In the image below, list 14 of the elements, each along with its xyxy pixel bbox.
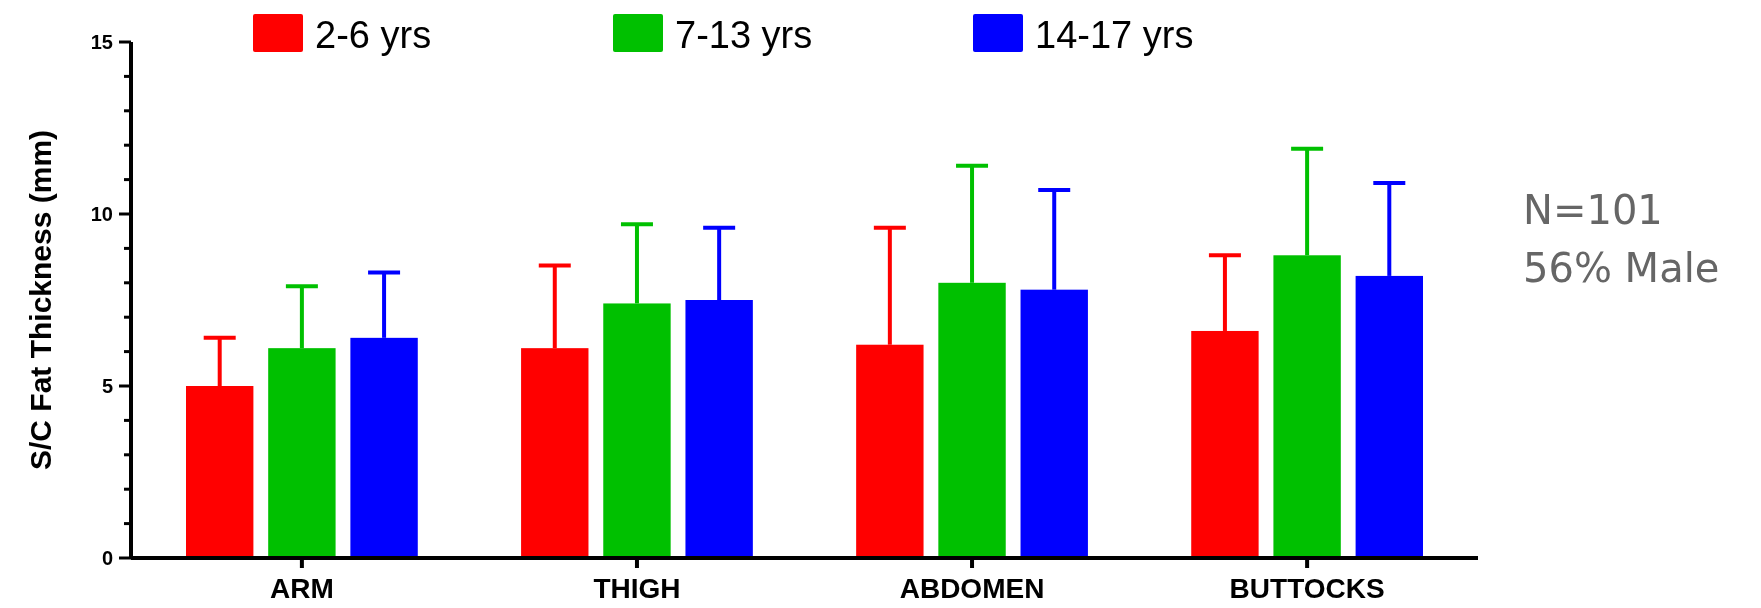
text: N=101 <box>1523 187 1663 233</box>
x-tick-label: ARM <box>270 573 334 604</box>
legend-label: 14-17 yrs <box>1035 14 1194 56</box>
y-tick-label: 0 <box>101 547 113 569</box>
legend-label: 2-6 yrs <box>315 14 432 56</box>
y-axis-title: S/C Fat Thickness (mm) <box>24 129 57 471</box>
y-tick-label: 10 <box>90 203 113 225</box>
y-tick-label: 15 <box>90 31 113 53</box>
x-tick-label: THIGH <box>593 573 681 604</box>
legend-label: 7-13 yrs <box>675 14 813 56</box>
text: 56% Male <box>1523 245 1720 291</box>
x-tick-label: ABDOMEN <box>899 573 1045 604</box>
y-tick-label: 5 <box>101 375 113 397</box>
x-tick-label: BUTTOCKS <box>1229 573 1385 604</box>
